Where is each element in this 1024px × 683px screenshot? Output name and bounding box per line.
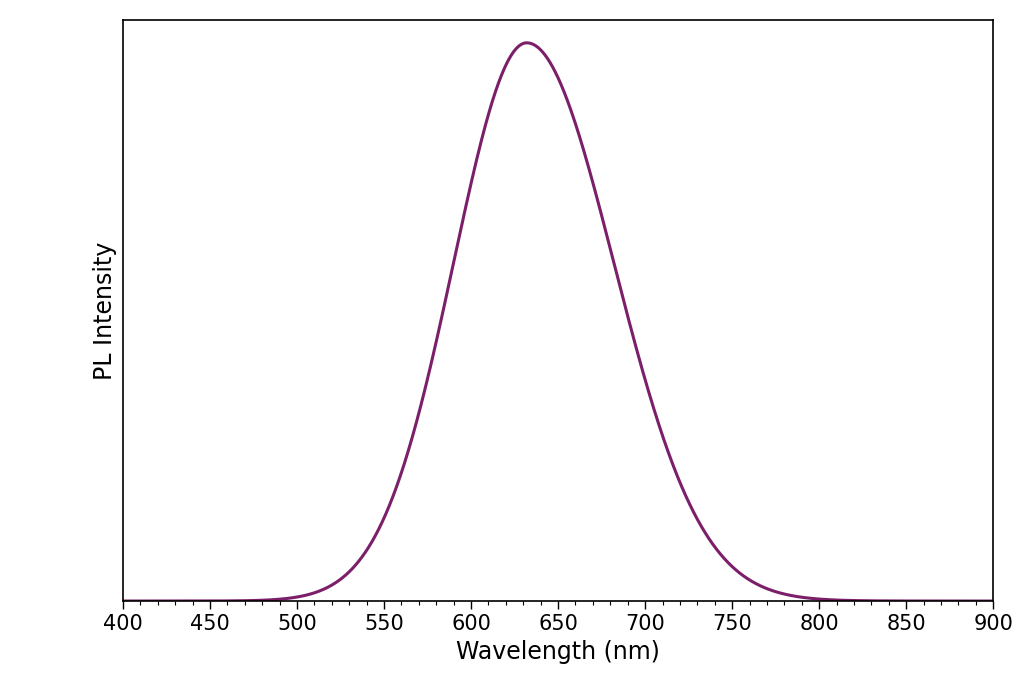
- X-axis label: Wavelength (nm): Wavelength (nm): [456, 640, 660, 664]
- Y-axis label: PL Intensity: PL Intensity: [93, 242, 118, 380]
